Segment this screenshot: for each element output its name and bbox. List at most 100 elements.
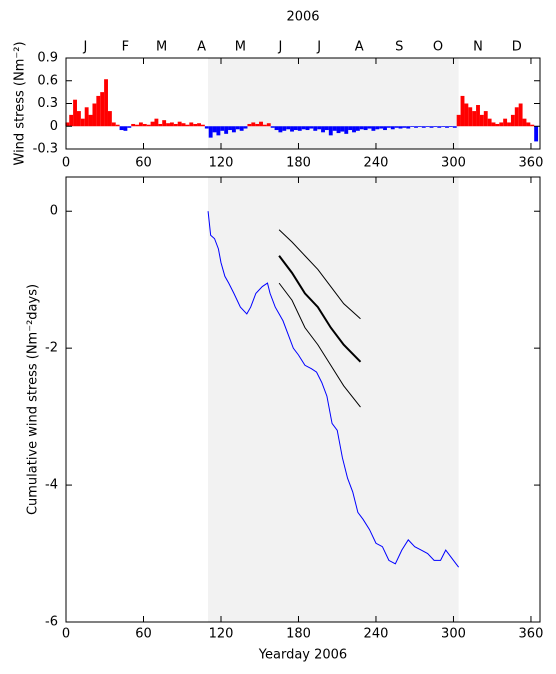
bar <box>332 126 337 131</box>
bar <box>468 107 473 127</box>
bar <box>479 114 484 127</box>
bar <box>189 122 194 127</box>
bar <box>495 123 500 127</box>
bar <box>328 126 333 136</box>
bar <box>96 95 101 127</box>
bar <box>204 126 209 129</box>
bar <box>534 126 539 142</box>
chart-title: 2006 <box>286 10 319 25</box>
bar <box>76 111 81 127</box>
x-tick-label: 360 <box>519 627 544 642</box>
bar <box>228 126 232 131</box>
y-tick-label: 0.9 <box>37 51 58 66</box>
x-tick-label: 300 <box>441 156 466 171</box>
bar <box>487 118 492 127</box>
month-label: O <box>433 40 443 55</box>
bar <box>305 126 310 131</box>
x-tick-label: 240 <box>364 156 389 171</box>
bar <box>437 126 442 128</box>
bar <box>193 123 198 127</box>
bar <box>344 126 349 134</box>
bar <box>216 126 221 136</box>
bar <box>452 126 457 128</box>
bar <box>166 123 170 127</box>
bar <box>154 118 159 127</box>
bar <box>386 126 391 128</box>
bar <box>251 122 256 127</box>
bar <box>282 126 287 131</box>
bar <box>510 114 515 127</box>
bar <box>123 126 128 131</box>
bar <box>235 126 240 130</box>
line <box>278 229 361 320</box>
bar <box>398 126 403 129</box>
bar <box>150 121 155 127</box>
bar <box>266 123 271 127</box>
bar <box>491 122 496 127</box>
y-tick-label: -0.3 <box>33 142 58 157</box>
bar <box>255 123 260 127</box>
bar <box>348 126 353 131</box>
bar <box>73 99 77 127</box>
bar <box>131 123 136 127</box>
bar <box>107 111 112 127</box>
bar <box>301 126 306 130</box>
bar <box>472 111 477 127</box>
bar <box>526 122 531 127</box>
bar <box>138 122 143 127</box>
bar <box>135 124 139 127</box>
x-tick-label: 60 <box>135 156 152 171</box>
y-axis-label: Cumulative wind stress (Nm⁻²days) <box>26 284 41 515</box>
line <box>207 211 460 568</box>
shaded-season <box>208 177 459 622</box>
bar <box>406 126 411 129</box>
bar <box>518 103 523 127</box>
y-tick-label: 0 <box>50 204 58 219</box>
y-tick-label: -2 <box>45 341 58 356</box>
bar <box>421 126 426 128</box>
bar <box>371 126 376 131</box>
y-tick-label: 0 <box>50 119 58 134</box>
bar <box>200 124 205 127</box>
bar <box>359 126 364 130</box>
bar <box>259 121 263 127</box>
bar <box>417 126 422 128</box>
bar <box>208 126 213 138</box>
line <box>278 255 362 363</box>
bar <box>158 123 163 127</box>
bar <box>290 126 294 132</box>
x-tick-label: 360 <box>519 156 544 171</box>
bar <box>456 114 461 127</box>
bar <box>69 114 74 127</box>
bar <box>363 126 368 131</box>
bar <box>212 126 217 133</box>
line <box>278 282 361 408</box>
bar <box>297 126 302 131</box>
month-label: M <box>156 40 167 55</box>
bar <box>92 103 97 127</box>
bar <box>247 123 252 127</box>
bar <box>402 126 407 128</box>
x-tick-label: 180 <box>286 627 311 642</box>
y-tick-label: 0.6 <box>37 73 58 88</box>
bar <box>414 126 418 128</box>
bar <box>270 126 275 128</box>
bar <box>394 126 399 128</box>
bar <box>100 92 105 127</box>
bar <box>65 122 70 127</box>
bar <box>367 126 372 129</box>
bar <box>429 126 434 128</box>
y-tick-label: 0.3 <box>37 96 58 111</box>
bar <box>197 123 201 127</box>
bar <box>514 107 519 127</box>
bar <box>162 120 167 127</box>
bar <box>239 126 244 131</box>
bar <box>390 126 395 130</box>
month-label: A <box>197 40 206 55</box>
bar <box>142 123 147 127</box>
bar <box>445 126 449 128</box>
bar <box>231 126 236 133</box>
bar <box>324 126 329 131</box>
bar <box>410 126 415 128</box>
